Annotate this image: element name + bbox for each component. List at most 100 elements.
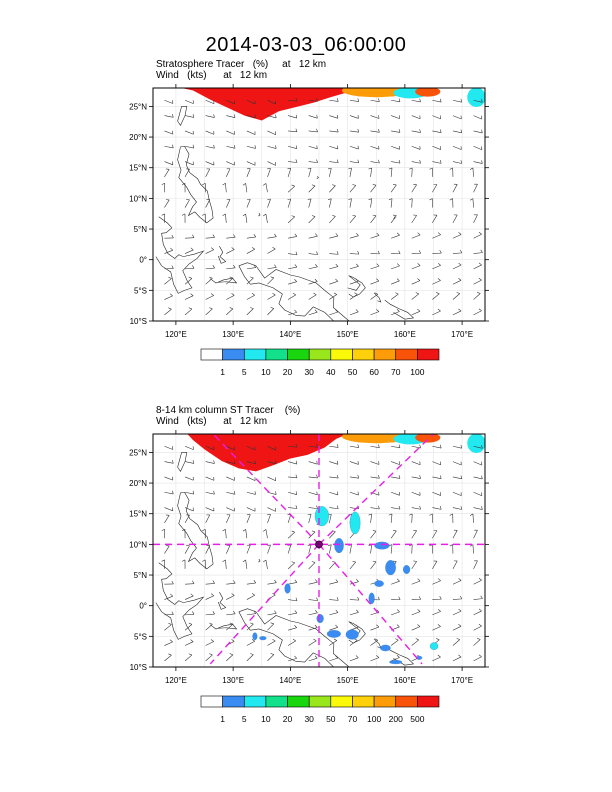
wind-barb-flag <box>213 460 215 464</box>
wind-barb-flag <box>439 596 442 600</box>
wind-barb <box>308 130 318 133</box>
wind-barb-flag <box>295 114 298 119</box>
wind-barb <box>452 530 458 539</box>
wind-barb <box>288 612 297 616</box>
wind-barb <box>391 280 400 285</box>
wind-barb <box>329 99 339 102</box>
wind-barb-flag <box>388 513 393 516</box>
wind-barb <box>329 168 332 177</box>
wind-barb <box>246 115 256 119</box>
wind-barb <box>370 280 380 285</box>
wind-barb-flag <box>254 145 256 149</box>
wind-barb-flag <box>356 609 359 613</box>
wind-barb <box>308 461 318 465</box>
colorbar-swatch <box>352 348 375 361</box>
wind-barb-flag <box>335 278 339 282</box>
wind-barb <box>288 507 298 509</box>
colorbar-swatch <box>222 695 245 708</box>
wind-barb <box>411 184 417 193</box>
wind-barb <box>164 308 172 316</box>
wind-barb-flag <box>398 444 401 448</box>
wind-barb <box>225 168 231 178</box>
wind-barb-flag <box>313 292 317 295</box>
wind-barb-flag <box>439 444 442 449</box>
main-title: 2014-03-03_06:00:00 <box>205 34 407 56</box>
wind-barb-flag <box>481 98 483 103</box>
y-tick-label: 0° <box>139 256 147 265</box>
wind-barb <box>267 613 277 616</box>
wind-barb-flag <box>376 624 380 628</box>
wind-barb-flag <box>311 530 316 533</box>
wind-barb-flag <box>368 198 372 201</box>
wind-barb-flag <box>213 490 215 495</box>
wind-barb <box>370 445 380 448</box>
wind-barb-flag <box>291 561 295 564</box>
wind-barb <box>452 130 462 134</box>
wind-barb-flag <box>449 513 453 516</box>
wind-barb <box>432 476 442 479</box>
wind-barb-flag <box>372 184 377 186</box>
tracer-patch <box>316 614 324 624</box>
wind-barb <box>349 612 359 616</box>
wind-barb <box>349 294 358 300</box>
wind-barb <box>432 184 438 193</box>
wind-barb-flag <box>481 129 483 134</box>
wind-barb <box>205 308 213 316</box>
wind-barb <box>226 476 235 481</box>
colorbar-top: 1 5 10 20 30 40 50 60 70 100 <box>200 348 440 377</box>
wind-barb-flag <box>231 593 235 596</box>
wind-barb <box>288 599 298 602</box>
wind-barb-flag <box>469 544 474 547</box>
wind-barb <box>246 623 254 631</box>
wind-barb <box>225 545 231 554</box>
wind-barb <box>184 249 194 254</box>
wind-barb <box>288 130 298 133</box>
wind-barb-flag <box>419 444 421 449</box>
wind-barb <box>473 214 478 224</box>
radial-line-diag <box>209 543 320 665</box>
wind-barb <box>473 610 482 616</box>
wind-barb-flag <box>481 475 483 480</box>
wind-barb <box>246 491 256 495</box>
wind-barb <box>349 445 359 448</box>
wind-barb-flag <box>419 505 421 510</box>
wind-barb-flag <box>456 638 460 640</box>
wind-barb <box>287 514 292 523</box>
wind-barb <box>432 611 441 616</box>
wind-barb <box>411 580 421 585</box>
wind-barb-flag <box>295 460 298 465</box>
wind-barb <box>473 264 482 270</box>
wind-barb-flag <box>316 474 318 479</box>
wind-barb-flag <box>294 655 297 659</box>
colorbar-swatch <box>200 695 223 708</box>
wind-barb-flag <box>295 597 298 601</box>
wind-barb <box>473 234 482 239</box>
wind-barb <box>370 215 377 224</box>
radial-line-diag <box>318 543 423 665</box>
wind-barb-flag <box>449 198 453 201</box>
wind-barb <box>473 461 482 466</box>
wind-barb-flag <box>439 160 442 164</box>
coastline <box>155 216 205 294</box>
wind-barb <box>308 161 318 163</box>
wind-barb <box>370 167 373 177</box>
wind-barb-flag <box>192 490 195 495</box>
wind-barb <box>329 311 338 316</box>
wind-barb <box>267 445 276 451</box>
wind-barb <box>472 513 474 523</box>
wind-barb <box>226 236 236 239</box>
coastline <box>177 452 188 473</box>
wind-barb <box>411 491 421 496</box>
tracer-patch <box>345 629 359 640</box>
wind-barb-flag <box>337 460 339 465</box>
wind-barb-flag <box>415 292 419 295</box>
wind-barb <box>288 99 298 102</box>
wind-barb <box>226 115 236 118</box>
wind-barb-flag <box>478 578 482 581</box>
colorbar-label: 50 <box>326 714 336 724</box>
wind-barb <box>452 145 462 150</box>
colorbar-label: 70 <box>391 367 401 377</box>
x-tick-label: 170°E <box>451 676 473 685</box>
wind-barb-flag <box>417 578 421 582</box>
wind-barb-flag <box>291 215 295 218</box>
